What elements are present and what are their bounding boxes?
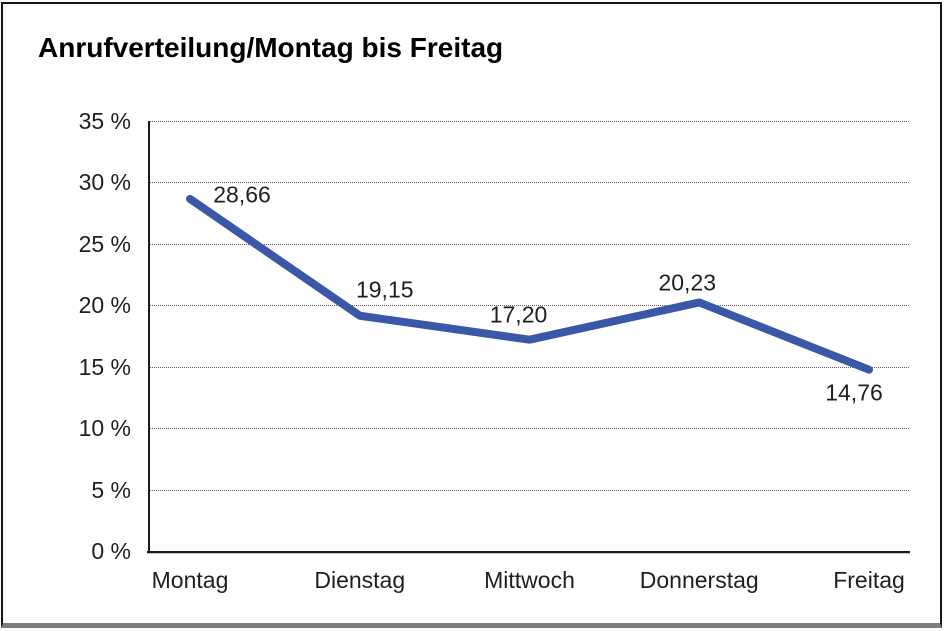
x-tick-label: Donnerstag xyxy=(639,567,759,593)
gridline xyxy=(148,489,909,491)
data-point-label: 14,76 xyxy=(825,379,883,406)
chart-title: Anrufverteilung/Montag bis Freitag xyxy=(38,32,504,63)
gridline xyxy=(148,305,909,307)
x-tick-label: Freitag xyxy=(833,567,905,593)
x-axis-line xyxy=(147,551,910,553)
gridline xyxy=(148,243,909,245)
y-tick-label: 15 % xyxy=(78,353,131,380)
y-tick-label: 25 % xyxy=(78,230,131,257)
y-tick-label: 35 % xyxy=(78,108,131,134)
y-tick-label: 20 % xyxy=(78,292,131,319)
data-point-label: 20,23 xyxy=(658,269,717,296)
data-line-layer xyxy=(186,194,873,374)
data-point-label: 28,66 xyxy=(213,181,271,208)
x-tick-label: Dienstag xyxy=(314,567,406,593)
y-tick-label: 5 % xyxy=(91,476,131,503)
x-tick-label: Montag xyxy=(151,567,229,593)
data-point-label: 19,15 xyxy=(355,276,414,303)
y-tick-label: 0 % xyxy=(91,538,131,564)
x-tick-label: Mittwoch xyxy=(484,567,575,593)
gridline xyxy=(148,366,909,368)
data-line xyxy=(186,194,873,374)
gridline xyxy=(148,428,909,430)
y-tick-label: 30 % xyxy=(78,169,131,196)
data-point-label: 17,20 xyxy=(489,301,548,328)
y-axis-line xyxy=(148,121,150,551)
y-tick-label: 10 % xyxy=(78,415,131,442)
gridline xyxy=(148,182,909,184)
gridline xyxy=(148,121,909,122)
